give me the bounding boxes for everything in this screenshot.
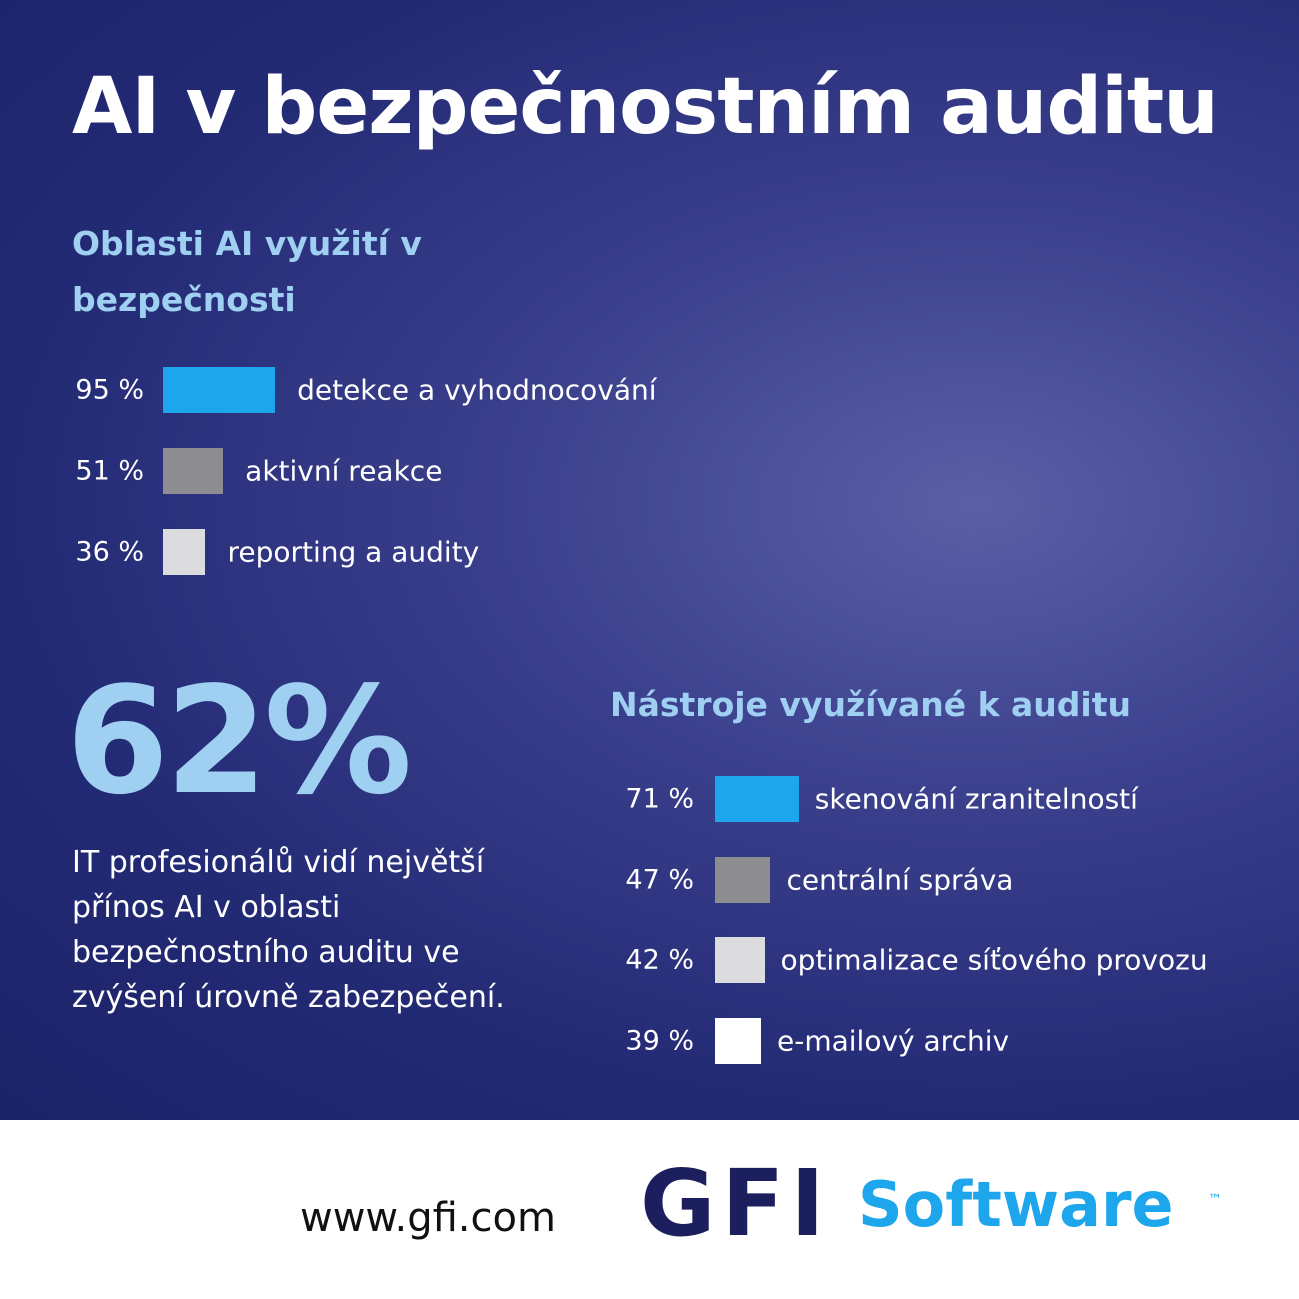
value-label: 39 % [625,1025,694,1057]
trademark: ™ [1208,1192,1222,1208]
value-label: 95 % [75,374,144,406]
bar [715,1018,762,1064]
value-label: 71 % [625,783,694,815]
bar [163,367,276,413]
category-label: aktivní reakce [245,454,443,488]
bar [163,448,224,494]
category-label: detekce a vyhodnocování [297,373,657,407]
bar [715,937,765,983]
chart-title: Oblasti AI využití v bezpečnosti [72,224,422,319]
stat-text: IT profesionálů vidí největší přínos AI … [72,845,505,1015]
url: www.gfi.com [300,1195,556,1241]
bar [163,529,206,575]
category-label: skenování zranitelností [814,782,1138,816]
hero-background [0,0,1299,1120]
category-label: optimalizace síťového provozu [780,943,1208,977]
value-label: 36 % [75,536,144,568]
logo-mark: GFI [640,1150,831,1257]
bar [715,857,771,903]
logo-text: Software [858,1168,1174,1241]
value-label: 47 % [625,864,694,896]
big-stat: 62% [66,655,412,827]
value-label: 51 % [75,455,144,487]
category-label: reporting a audity [227,535,480,569]
value-label: 42 % [625,944,694,976]
category-label: centrální správa [786,863,1014,897]
category-label: e-mailový archiv [777,1024,1010,1058]
title: AI v bezpečnostním auditu [72,62,1219,152]
chart-title: Nástroje využívané k auditu [610,685,1132,724]
bar [715,776,799,822]
